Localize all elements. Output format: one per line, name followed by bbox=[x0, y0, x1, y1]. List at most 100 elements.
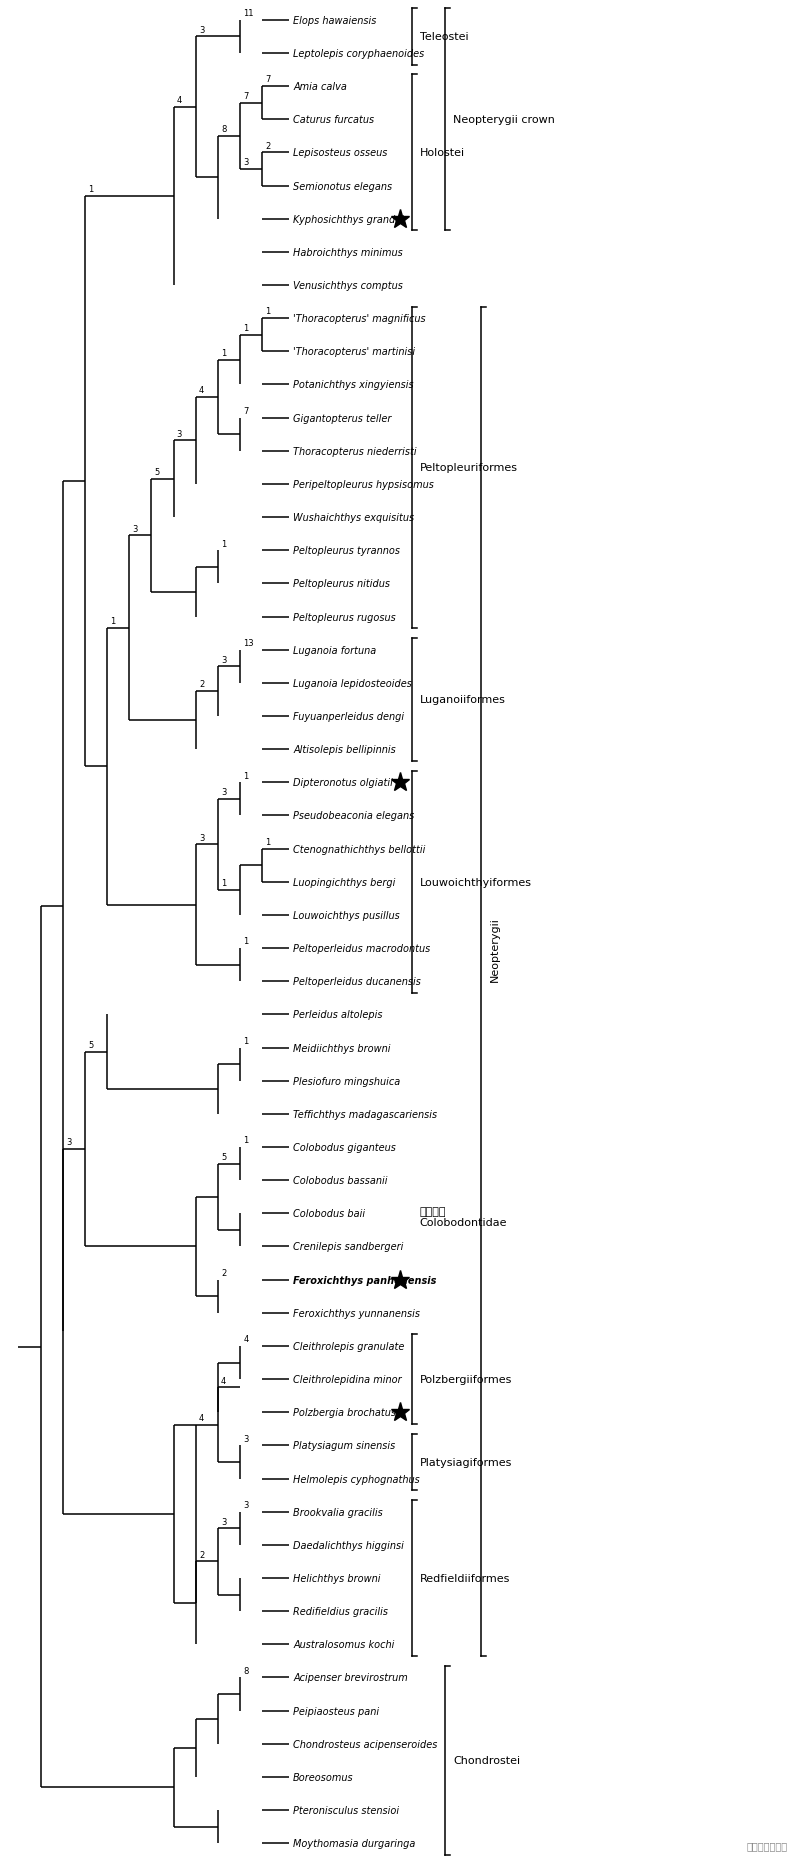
Text: Boreosomus: Boreosomus bbox=[293, 1773, 354, 1782]
Text: 'Thoracopterus' magnificus: 'Thoracopterus' magnificus bbox=[293, 313, 426, 324]
Text: 4: 4 bbox=[221, 1376, 226, 1385]
Text: 2: 2 bbox=[199, 680, 204, 690]
Text: 4: 4 bbox=[177, 97, 182, 104]
Text: 1: 1 bbox=[243, 1036, 249, 1046]
Text: 2: 2 bbox=[199, 1551, 204, 1558]
Text: Colobodus baii: Colobodus baii bbox=[293, 1208, 366, 1219]
Text: Redifieldius gracilis: Redifieldius gracilis bbox=[293, 1607, 388, 1616]
Text: Australosomus kochi: Australosomus kochi bbox=[293, 1640, 394, 1650]
Text: Peltopleurus rugosus: Peltopleurus rugosus bbox=[293, 611, 396, 623]
Text: 7: 7 bbox=[243, 406, 249, 416]
Text: Luopingichthys bergi: Luopingichthys bergi bbox=[293, 878, 395, 887]
Text: Habroichthys minimus: Habroichthys minimus bbox=[293, 248, 403, 257]
Text: 3: 3 bbox=[199, 833, 204, 843]
Text: Peltoperleidus macrodontus: Peltoperleidus macrodontus bbox=[293, 943, 430, 954]
Text: Polzbergia brochatus: Polzbergia brochatus bbox=[293, 1407, 396, 1417]
Text: Lepisosteus osseus: Lepisosteus osseus bbox=[293, 149, 387, 158]
Text: 11: 11 bbox=[243, 9, 254, 19]
Text: 3: 3 bbox=[221, 1517, 226, 1527]
Text: Holostei: Holostei bbox=[420, 149, 465, 158]
Text: Crenilepis sandbergeri: Crenilepis sandbergeri bbox=[293, 1241, 403, 1253]
Text: 1: 1 bbox=[266, 308, 270, 317]
Text: Teleostei: Teleostei bbox=[420, 32, 469, 43]
Text: Perleidus altolepis: Perleidus altolepis bbox=[293, 1010, 382, 1020]
Text: Fuyuanperleidus dengi: Fuyuanperleidus dengi bbox=[293, 712, 404, 721]
Text: 1: 1 bbox=[221, 539, 226, 548]
Text: Colobodus giganteus: Colobodus giganteus bbox=[293, 1143, 396, 1152]
Text: 5: 5 bbox=[88, 1040, 94, 1049]
Text: 4: 4 bbox=[243, 1335, 249, 1344]
Text: Ctenognathichthys bellottii: Ctenognathichthys bellottii bbox=[293, 844, 426, 854]
Text: Chondrosteus acipenseroides: Chondrosteus acipenseroides bbox=[293, 1739, 438, 1748]
Text: Cleithrolepidina minor: Cleithrolepidina minor bbox=[293, 1374, 402, 1385]
Text: Neopterygii: Neopterygii bbox=[490, 917, 500, 982]
Text: Feroxichthys panhouensis: Feroxichthys panhouensis bbox=[293, 1275, 437, 1284]
Text: 1: 1 bbox=[243, 772, 249, 781]
Text: 1: 1 bbox=[266, 837, 270, 846]
Text: 1: 1 bbox=[88, 185, 94, 194]
Text: Peltoperleidus ducanensis: Peltoperleidus ducanensis bbox=[293, 977, 421, 986]
Text: 3: 3 bbox=[243, 158, 249, 168]
Text: Cleithrolepis granulate: Cleithrolepis granulate bbox=[293, 1342, 405, 1351]
Text: Redfieldiiformes: Redfieldiiformes bbox=[420, 1573, 510, 1583]
Text: Helmolepis cyphognathus: Helmolepis cyphognathus bbox=[293, 1474, 420, 1484]
Text: 8: 8 bbox=[221, 125, 226, 134]
Text: Moythomasia durgaringa: Moythomasia durgaringa bbox=[293, 1838, 415, 1849]
Text: Peripeltopleurus hypsisomus: Peripeltopleurus hypsisomus bbox=[293, 479, 434, 490]
Text: Colobodus bassanii: Colobodus bassanii bbox=[293, 1176, 388, 1186]
Text: 'Thoracopterus' martinisi: 'Thoracopterus' martinisi bbox=[293, 347, 415, 358]
Text: Luganoiiformes: Luganoiiformes bbox=[420, 695, 506, 705]
Text: 1: 1 bbox=[243, 324, 249, 334]
Text: Helichthys browni: Helichthys browni bbox=[293, 1573, 381, 1583]
Text: Altisolepis bellipinnis: Altisolepis bellipinnis bbox=[293, 746, 396, 755]
Text: 1: 1 bbox=[221, 349, 226, 358]
Text: Peltopleurus tyrannos: Peltopleurus tyrannos bbox=[293, 546, 400, 555]
Text: Gigantopterus teller: Gigantopterus teller bbox=[293, 414, 391, 423]
Text: Plesiofuro mingshuica: Plesiofuro mingshuica bbox=[293, 1076, 400, 1087]
Text: Luganoia fortuna: Luganoia fortuna bbox=[293, 645, 376, 656]
Text: 3: 3 bbox=[243, 1501, 249, 1510]
Text: 8: 8 bbox=[243, 1666, 249, 1676]
Text: Feroxichthys yunnanensis: Feroxichthys yunnanensis bbox=[293, 1309, 420, 1318]
Text: 2: 2 bbox=[266, 142, 270, 151]
Text: Platysiagum sinensis: Platysiagum sinensis bbox=[293, 1441, 395, 1450]
Text: 2: 2 bbox=[221, 1268, 226, 1277]
Text: Kyphosichthys grandei: Kyphosichthys grandei bbox=[293, 214, 404, 224]
Text: Wushaichthys exquisitus: Wushaichthys exquisitus bbox=[293, 513, 414, 522]
Text: Leptolepis coryphaenoides: Leptolepis coryphaenoides bbox=[293, 48, 424, 60]
Text: 1: 1 bbox=[243, 938, 249, 945]
Text: Louwoichthyiformes: Louwoichthyiformes bbox=[420, 878, 532, 887]
Text: Luganoia lepidosteoides: Luganoia lepidosteoides bbox=[293, 678, 412, 688]
Text: 3: 3 bbox=[221, 788, 226, 796]
Text: Daedalichthys higginsi: Daedalichthys higginsi bbox=[293, 1540, 404, 1551]
Text: Amia calva: Amia calva bbox=[293, 82, 347, 91]
Text: 1: 1 bbox=[221, 880, 226, 887]
Text: 5: 5 bbox=[154, 468, 160, 477]
Text: Teffichthys madagascariensis: Teffichthys madagascariensis bbox=[293, 1109, 438, 1118]
Text: Chondrostei: Chondrostei bbox=[453, 1756, 520, 1765]
Text: Acipenser brevirostrum: Acipenser brevirostrum bbox=[293, 1672, 408, 1683]
Text: Caturus furcatus: Caturus furcatus bbox=[293, 116, 374, 125]
Text: 3: 3 bbox=[199, 26, 204, 35]
Text: 1: 1 bbox=[110, 617, 115, 626]
Text: 3: 3 bbox=[177, 429, 182, 438]
Text: Potanichthys xingyiensis: Potanichthys xingyiensis bbox=[293, 380, 414, 390]
Text: 疣齿鱼科
Colobodontidae: 疣齿鱼科 Colobodontidae bbox=[420, 1206, 507, 1228]
Text: 7: 7 bbox=[243, 91, 249, 101]
Text: Louwoichthys pusillus: Louwoichthys pusillus bbox=[293, 910, 400, 921]
Text: 3: 3 bbox=[66, 1137, 71, 1146]
Text: 中科院古脊椎所: 中科院古脊椎所 bbox=[746, 1840, 788, 1851]
Text: 4: 4 bbox=[199, 386, 204, 395]
Text: Semionotus elegans: Semionotus elegans bbox=[293, 181, 392, 192]
Text: 1: 1 bbox=[243, 1135, 249, 1144]
Text: Dipteronotus olgiatii: Dipteronotus olgiatii bbox=[293, 777, 393, 788]
Text: Meidiichthys browni: Meidiichthys browni bbox=[293, 1044, 390, 1053]
Text: Brookvalia gracilis: Brookvalia gracilis bbox=[293, 1506, 383, 1517]
Text: Polzbergiiformes: Polzbergiiformes bbox=[420, 1374, 512, 1385]
Text: Peltopleurus nitidus: Peltopleurus nitidus bbox=[293, 580, 390, 589]
Text: Peipiaosteus pani: Peipiaosteus pani bbox=[293, 1706, 379, 1715]
Text: Pseudobeaconia elegans: Pseudobeaconia elegans bbox=[293, 811, 414, 820]
Text: 3: 3 bbox=[221, 656, 226, 664]
Text: 13: 13 bbox=[243, 639, 254, 647]
Text: Thoracopterus niederristi: Thoracopterus niederristi bbox=[293, 447, 417, 457]
